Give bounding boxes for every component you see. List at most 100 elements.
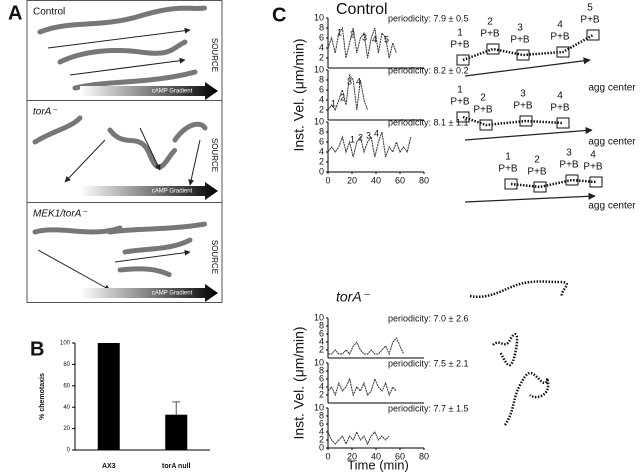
cell-images xyxy=(32,5,208,291)
track-end-label: agg center xyxy=(588,137,636,148)
marker-box xyxy=(486,43,500,55)
y-tick-label: 10 xyxy=(314,12,324,22)
y-axis-label: Inst. Vel. (μm/min) xyxy=(291,326,307,439)
marker-number: 3 xyxy=(520,89,526,100)
marker-label: P+B xyxy=(498,164,518,175)
y-tick-label: 60 xyxy=(63,383,70,389)
y-tick-label: 10 xyxy=(314,64,324,74)
y-tick-label: 2 xyxy=(319,434,324,444)
marker-box xyxy=(456,111,470,123)
y-tick-label: 8 xyxy=(319,365,324,375)
track-dots xyxy=(462,33,594,62)
track-arrow xyxy=(464,126,593,141)
marker-box xyxy=(456,54,470,66)
marker-label: P+B xyxy=(480,29,500,40)
x-tick-label: 40 xyxy=(371,451,381,461)
marker-box xyxy=(504,178,518,190)
y-tick-label: 10 xyxy=(314,116,324,126)
marker-number: 1 xyxy=(457,28,463,39)
y-tick-label: 6 xyxy=(319,328,324,338)
y-tick-label: 8 xyxy=(319,320,324,330)
marker-number: 3 xyxy=(517,23,523,34)
marker-label: P+B xyxy=(450,40,470,51)
marker-box xyxy=(533,181,547,193)
y-tick-label: 80 xyxy=(63,362,70,368)
marker-number: 3 xyxy=(566,148,572,159)
source-label: SOURCE xyxy=(210,138,219,172)
y-tick-label: 6 xyxy=(319,136,324,146)
bar xyxy=(165,414,188,450)
track-dots xyxy=(510,178,597,189)
peak-label: 3 xyxy=(347,76,352,86)
marker-box xyxy=(556,46,570,58)
y-tick-label: 6 xyxy=(319,32,324,42)
marker-number: 1 xyxy=(457,85,463,96)
gradient-label: cAMP Gradient xyxy=(152,89,193,95)
y-tick-label: 2 xyxy=(319,156,324,166)
marker-box xyxy=(479,119,493,131)
bar xyxy=(97,343,120,450)
marker-number: 4 xyxy=(557,20,563,31)
marker-label: P+B xyxy=(450,97,470,108)
marker-label: P+B xyxy=(550,103,570,114)
marker-label: P+B xyxy=(513,101,533,112)
y-tick-label: 20 xyxy=(63,426,70,432)
gradient-label: cAMP Gradient xyxy=(152,291,193,297)
y-axis-label: % chemotaxis xyxy=(39,373,46,420)
y-tick-label: 4 xyxy=(319,94,324,104)
marker-number: 4 xyxy=(557,91,563,102)
y-tick-label: 8 xyxy=(319,22,324,32)
condition-label: Control xyxy=(33,7,65,18)
y-tick-label: 10 xyxy=(314,357,324,367)
velocity-line xyxy=(327,26,397,59)
marker-box xyxy=(589,176,603,188)
x-tick-label: 0 xyxy=(325,451,330,461)
track-end-label: agg center xyxy=(588,83,636,94)
x-tick-label: 20 xyxy=(347,175,357,185)
y-tick-label: 10 xyxy=(314,402,324,412)
peak-label: 2 xyxy=(350,29,355,39)
marker-box xyxy=(516,49,530,61)
track-end-label: agg center xyxy=(588,201,636,212)
periodicity: periodicity: 8.1 ± 1.1 xyxy=(388,117,468,127)
marker-number: 1 xyxy=(505,152,511,163)
y-tick-label: 4 xyxy=(319,42,324,52)
marker-label: P+B xyxy=(510,35,530,46)
marker-box xyxy=(556,117,570,129)
condition-label: MEK1/torA⁻ xyxy=(33,209,87,220)
y-tick-label: 8 xyxy=(319,410,324,420)
group-title: Control xyxy=(336,1,388,18)
y-tick-label: 10 xyxy=(314,312,324,322)
track-arrow xyxy=(464,57,591,77)
track-arrow xyxy=(464,192,596,203)
y-tick-label: 6 xyxy=(319,84,324,94)
x-tick-label: 20 xyxy=(347,451,357,461)
panel-label: B xyxy=(30,338,44,360)
peak-label: 2 xyxy=(340,92,345,102)
y-tick-label: 4 xyxy=(319,426,324,436)
x-tick-label: 40 xyxy=(371,175,381,185)
x-tick-label: 0 xyxy=(325,175,330,185)
velocity-line xyxy=(327,430,390,446)
periodicity: periodicity: 7.0 ± 2.6 xyxy=(388,313,468,323)
peak-label: 3 xyxy=(366,130,371,140)
gradient-arrow xyxy=(80,82,218,100)
x-tick-label: 80 xyxy=(419,451,429,461)
marker-box xyxy=(519,115,533,127)
y-tick-label: 4 xyxy=(319,336,324,346)
x-tick-label: AX3 xyxy=(102,463,116,470)
velocity-line xyxy=(327,377,397,397)
y-tick-label: 6 xyxy=(319,418,324,428)
trajectories xyxy=(469,280,568,426)
periodicity: periodicity: 8.2 ± 0.2 xyxy=(388,65,468,75)
x-tick-label: 60 xyxy=(395,175,405,185)
y-tick-label: 4 xyxy=(319,146,324,156)
gradient-arrow xyxy=(80,284,218,302)
peak-label: 4 xyxy=(372,34,377,44)
velocity-line xyxy=(327,73,369,112)
error-bar xyxy=(172,401,181,415)
y-tick-label: 2 xyxy=(319,344,324,354)
group-title: torA⁻ xyxy=(336,289,371,305)
marker-number: 2 xyxy=(534,155,540,166)
